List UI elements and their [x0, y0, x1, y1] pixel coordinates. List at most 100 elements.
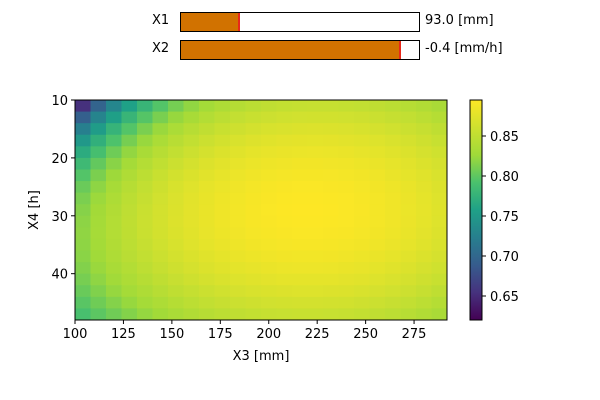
heatmap-cell [230, 227, 246, 240]
heatmap-cell [214, 215, 231, 228]
heatmap-cell [416, 250, 432, 263]
heatmap-cell [431, 250, 448, 263]
heatmap-cell [431, 262, 448, 275]
heatmap-cell [90, 146, 107, 159]
heatmap-cell [106, 238, 122, 252]
heatmap-cell [261, 250, 277, 263]
y-axis-label: X4 [h] [27, 190, 42, 230]
heatmap-cell [400, 181, 417, 194]
heatmap-cell [245, 100, 262, 113]
heatmap-cell [106, 308, 122, 321]
heatmap-cell [292, 157, 308, 170]
heatmap-cell [152, 285, 169, 298]
heatmap-cell [121, 134, 138, 147]
heatmap-cell [261, 296, 277, 309]
heatmap-cell [354, 308, 370, 321]
heatmap-cell [75, 215, 91, 228]
heatmap-cell [400, 215, 417, 228]
heatmap-cell [75, 238, 91, 252]
heatmap-cell [416, 157, 432, 170]
heatmap-cell [90, 134, 107, 147]
heatmap-cell [323, 262, 339, 275]
heatmap-cell [369, 123, 386, 136]
heatmap-cell [323, 100, 339, 113]
heatmap-cell [106, 192, 122, 205]
heatmap-cell [323, 227, 339, 240]
heatmap-cell [338, 250, 355, 263]
heatmap-cell [230, 169, 246, 182]
heatmap-cell [354, 100, 370, 113]
x-tick-label: 250 [353, 327, 378, 342]
heatmap-cell [152, 238, 169, 252]
heatmap-cell [276, 169, 293, 182]
heatmap-cell [431, 123, 448, 136]
heatmap-cell [431, 308, 448, 321]
heatmap-cell [369, 238, 386, 252]
heatmap-cell [261, 227, 277, 240]
heatmap-cell [385, 238, 401, 252]
heatmap-cell [323, 134, 339, 147]
heatmap-cell [261, 169, 277, 182]
heatmap-cell [121, 123, 138, 136]
slider-x1-handle[interactable] [237, 13, 240, 31]
heatmap-cell [121, 111, 138, 124]
heatmap-cell [261, 123, 277, 136]
heatmap-cell [199, 227, 215, 240]
heatmap-cell [400, 204, 417, 217]
heatmap-cell [75, 296, 91, 309]
heatmap-cell [431, 204, 448, 217]
heatmap-cell [385, 250, 401, 263]
y-tick-label: 10 [51, 94, 68, 109]
heatmap-cell [106, 134, 122, 147]
heatmap-cell [214, 250, 231, 263]
heatmap-cell [214, 192, 231, 205]
heatmap-cell [137, 169, 153, 182]
heatmap-cell [323, 181, 339, 194]
heatmap-cell [385, 146, 401, 159]
heatmap-cell [276, 157, 293, 170]
heatmap-cell [369, 250, 386, 263]
heatmap-cell [137, 204, 153, 217]
colorbar-tick-label: 0.65 [490, 290, 519, 305]
slider-x2-handle[interactable] [398, 41, 401, 59]
heatmap-cell [199, 262, 215, 275]
heatmap-cell [385, 285, 401, 298]
heatmap-cell [323, 273, 339, 286]
heatmap-cell [183, 285, 200, 298]
heatmap-cell [152, 204, 169, 217]
heatmap-cell [292, 146, 308, 159]
heatmap-cell [307, 238, 324, 252]
heatmap-cell [369, 100, 386, 113]
heatmap-cell [75, 262, 91, 275]
heatmap-cell [90, 192, 107, 205]
heatmap-cell [90, 250, 107, 263]
heatmap-cell [168, 111, 184, 124]
slider-x1[interactable] [180, 12, 420, 32]
heatmap-cell [183, 215, 200, 228]
slider-x2[interactable] [180, 40, 420, 60]
heatmap-cell [199, 181, 215, 194]
heatmap-cell [199, 169, 215, 182]
heatmap-cell [90, 238, 107, 252]
heatmap-cell [152, 123, 169, 136]
heatmap-cell [354, 250, 370, 263]
heatmap-cell [276, 111, 293, 124]
heatmap-cell [369, 215, 386, 228]
heatmap-cell [369, 169, 386, 182]
heatmap-cell [137, 100, 153, 113]
heatmap-cell [416, 169, 432, 182]
heatmap-cell [354, 215, 370, 228]
heatmap-cell [292, 308, 308, 321]
heatmap-cell [400, 100, 417, 113]
heatmap-cell [152, 192, 169, 205]
heatmap-cell [307, 285, 324, 298]
heatmap-cell [261, 204, 277, 217]
heatmap-cell [292, 227, 308, 240]
y-axis: 10 20 30 40 [51, 94, 75, 283]
heatmap-cell [90, 262, 107, 275]
heatmap-cell [152, 100, 169, 113]
heatmap-cell [214, 169, 231, 182]
heatmap-cell [183, 262, 200, 275]
heatmap-cell [261, 146, 277, 159]
